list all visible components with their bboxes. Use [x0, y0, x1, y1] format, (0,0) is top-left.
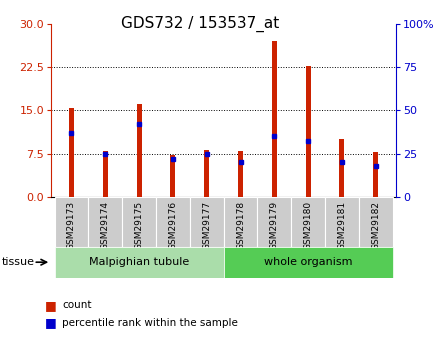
Bar: [238, 151, 243, 197]
Bar: [89, 197, 122, 247]
Text: GSM29180: GSM29180: [303, 201, 313, 250]
Text: GDS732 / 153537_at: GDS732 / 153537_at: [121, 16, 279, 32]
Text: tissue: tissue: [2, 257, 35, 267]
Bar: [325, 197, 359, 247]
Bar: [69, 108, 74, 197]
Bar: [340, 139, 344, 197]
Bar: [224, 247, 392, 278]
Bar: [156, 197, 190, 247]
Text: whole organism: whole organism: [264, 257, 352, 267]
Text: count: count: [62, 300, 92, 310]
Bar: [137, 104, 142, 197]
Text: GSM29177: GSM29177: [202, 201, 211, 250]
Bar: [272, 41, 277, 197]
Text: GSM29176: GSM29176: [168, 201, 178, 250]
Text: GSM29175: GSM29175: [134, 201, 144, 250]
Bar: [190, 197, 224, 247]
Text: Malpighian tubule: Malpighian tubule: [89, 257, 189, 267]
Bar: [359, 197, 392, 247]
Bar: [224, 197, 257, 247]
Bar: [291, 197, 325, 247]
Text: GSM29179: GSM29179: [270, 201, 279, 250]
Bar: [55, 197, 89, 247]
Text: ■: ■: [44, 316, 56, 329]
Text: GSM29178: GSM29178: [236, 201, 245, 250]
Bar: [103, 151, 108, 197]
Text: ■: ■: [44, 299, 56, 312]
Bar: [306, 66, 311, 197]
Text: percentile rank within the sample: percentile rank within the sample: [62, 318, 238, 327]
Text: GSM29181: GSM29181: [337, 201, 347, 250]
Bar: [257, 197, 291, 247]
Bar: [170, 155, 175, 197]
Text: GSM29182: GSM29182: [371, 201, 380, 250]
Text: GSM29173: GSM29173: [67, 201, 76, 250]
Bar: [122, 197, 156, 247]
Bar: [373, 152, 378, 197]
Bar: [204, 149, 209, 197]
Text: GSM29174: GSM29174: [101, 201, 110, 250]
Bar: [55, 247, 224, 278]
